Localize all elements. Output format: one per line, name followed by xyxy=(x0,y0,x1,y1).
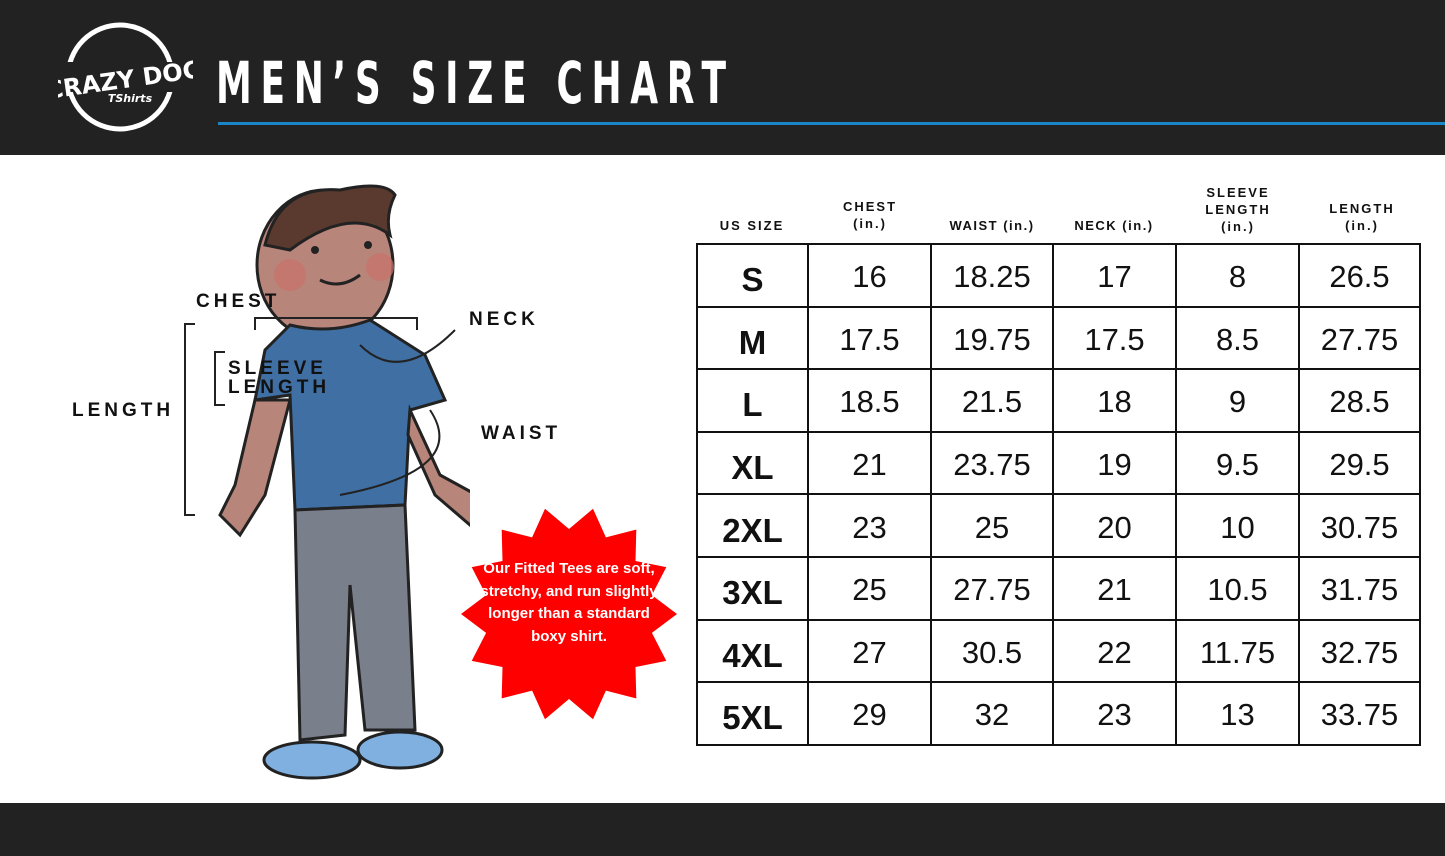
size-cell: 2XL xyxy=(696,493,809,558)
measurement-cell: 17 xyxy=(1052,243,1177,308)
measurement-cell: 23 xyxy=(1052,681,1177,746)
measurement-cell: 18.5 xyxy=(807,368,932,433)
table-row: L 18.5 21.5 18 9 28.5 xyxy=(696,368,1421,433)
measurement-cell: 19 xyxy=(1052,430,1177,496)
table-row: 4XL 27 30.5 22 11.75 32.75 xyxy=(696,618,1421,684)
header-us-size: US SIZE xyxy=(719,218,785,233)
callout-text: Our Fitted Tees are soft, stretchy, and … xyxy=(480,560,658,645)
sleeve-length-label: SLEEVE LENGTH xyxy=(228,358,331,398)
measurement-cell: 27.75 xyxy=(930,555,1054,621)
measurement-cell: 21 xyxy=(1052,555,1177,621)
measurement-cell: 23.75 xyxy=(930,430,1054,496)
measurement-cell: 27.75 xyxy=(1298,305,1421,371)
measurement-cell: 21.5 xyxy=(930,368,1054,433)
header xyxy=(0,0,1445,155)
measurement-cell: 27 xyxy=(807,618,932,684)
length-label: LENGTH xyxy=(72,400,175,421)
neck-label: NECK xyxy=(469,309,539,330)
measurement-cell: 9 xyxy=(1175,368,1300,433)
table-row: XL 21 23.75 19 9.5 29.5 xyxy=(696,430,1421,496)
measurement-cell: 20 xyxy=(1052,493,1177,558)
header-length: LENGTH (in.) xyxy=(1329,201,1395,233)
table-row: M 17.5 19.75 17.5 8.5 27.75 xyxy=(696,305,1421,371)
measurement-cell: 18 xyxy=(1052,368,1177,433)
measurement-cell: 25 xyxy=(930,493,1054,558)
size-cell: L xyxy=(696,368,809,433)
header-chest: CHEST (in.) xyxy=(842,199,898,231)
measurement-cell: 31.75 xyxy=(1298,555,1421,621)
measurement-cell: 30.5 xyxy=(930,618,1054,684)
size-cell: 4XL xyxy=(696,618,809,684)
table-row: 5XL 29 32 23 13 33.75 xyxy=(696,681,1421,746)
size-table: S 16 18.25 17 8 26.5 M 17.5 19.75 17.5 8.5 27.75 L 18… xyxy=(696,243,1421,746)
measurement-cell: 33.75 xyxy=(1298,681,1421,746)
measurement-cell: 19.75 xyxy=(930,305,1054,371)
measurement-cell: 32 xyxy=(930,681,1054,746)
measurement-cell: 29 xyxy=(807,681,932,746)
measurement-cell: 8 xyxy=(1175,243,1300,308)
header-sleeve-length: SLEEVE LENGTH (in.) xyxy=(1205,185,1271,234)
starburst-callout xyxy=(461,508,677,720)
measurement-cell: 13 xyxy=(1175,681,1300,746)
measurement-cell: 9.5 xyxy=(1175,430,1300,496)
measurement-cell: 18.25 xyxy=(930,243,1054,308)
header-neck: NECK (in.) xyxy=(1074,218,1154,233)
measurement-cell: 16 xyxy=(807,243,932,308)
measurement-lines xyxy=(184,317,456,516)
measurement-cell: 28.5 xyxy=(1298,368,1421,433)
page-title: MEN’S SIZE CHART xyxy=(216,49,735,117)
measurement-cell: 17.5 xyxy=(1052,305,1177,371)
table-row: 3XL 25 27.75 21 10.5 31.75 xyxy=(696,555,1421,621)
measurement-cell: 23 xyxy=(807,493,932,558)
title-underline xyxy=(218,122,1445,125)
measurement-cell: 22 xyxy=(1052,618,1177,684)
table-row: S 16 18.25 17 8 26.5 xyxy=(696,243,1421,308)
measurement-cell: 30.75 xyxy=(1298,493,1421,558)
size-cell: M xyxy=(696,305,809,371)
measurement-cell: 10.5 xyxy=(1175,555,1300,621)
measurement-cell: 10 xyxy=(1175,493,1300,558)
measurement-cell: 29.5 xyxy=(1298,430,1421,496)
footer xyxy=(0,803,1445,856)
crazy-dog-logo: CRAZY DOG TShirts xyxy=(58,22,193,132)
header-waist: WAIST (in.) xyxy=(949,218,1035,233)
boy-illustration xyxy=(218,184,470,780)
size-cell: XL xyxy=(696,430,809,496)
measurement-cell: 32.75 xyxy=(1298,618,1421,684)
waist-label: WAIST xyxy=(481,423,562,444)
measurement-cell: 8.5 xyxy=(1175,305,1300,371)
size-cell: S xyxy=(696,243,809,308)
chest-label: CHEST xyxy=(196,291,281,312)
measurement-cell: 26.5 xyxy=(1298,243,1421,308)
svg-text:TShirts: TShirts xyxy=(108,92,153,105)
measurement-cell: 25 xyxy=(807,555,932,621)
table-row: 2XL 23 25 20 10 30.75 xyxy=(696,493,1421,558)
measurement-cell: 17.5 xyxy=(807,305,932,371)
measurement-cell: 11.75 xyxy=(1175,618,1300,684)
size-cell: 5XL xyxy=(696,681,809,746)
size-cell: 3XL xyxy=(696,555,809,621)
measurement-cell: 21 xyxy=(807,430,932,496)
